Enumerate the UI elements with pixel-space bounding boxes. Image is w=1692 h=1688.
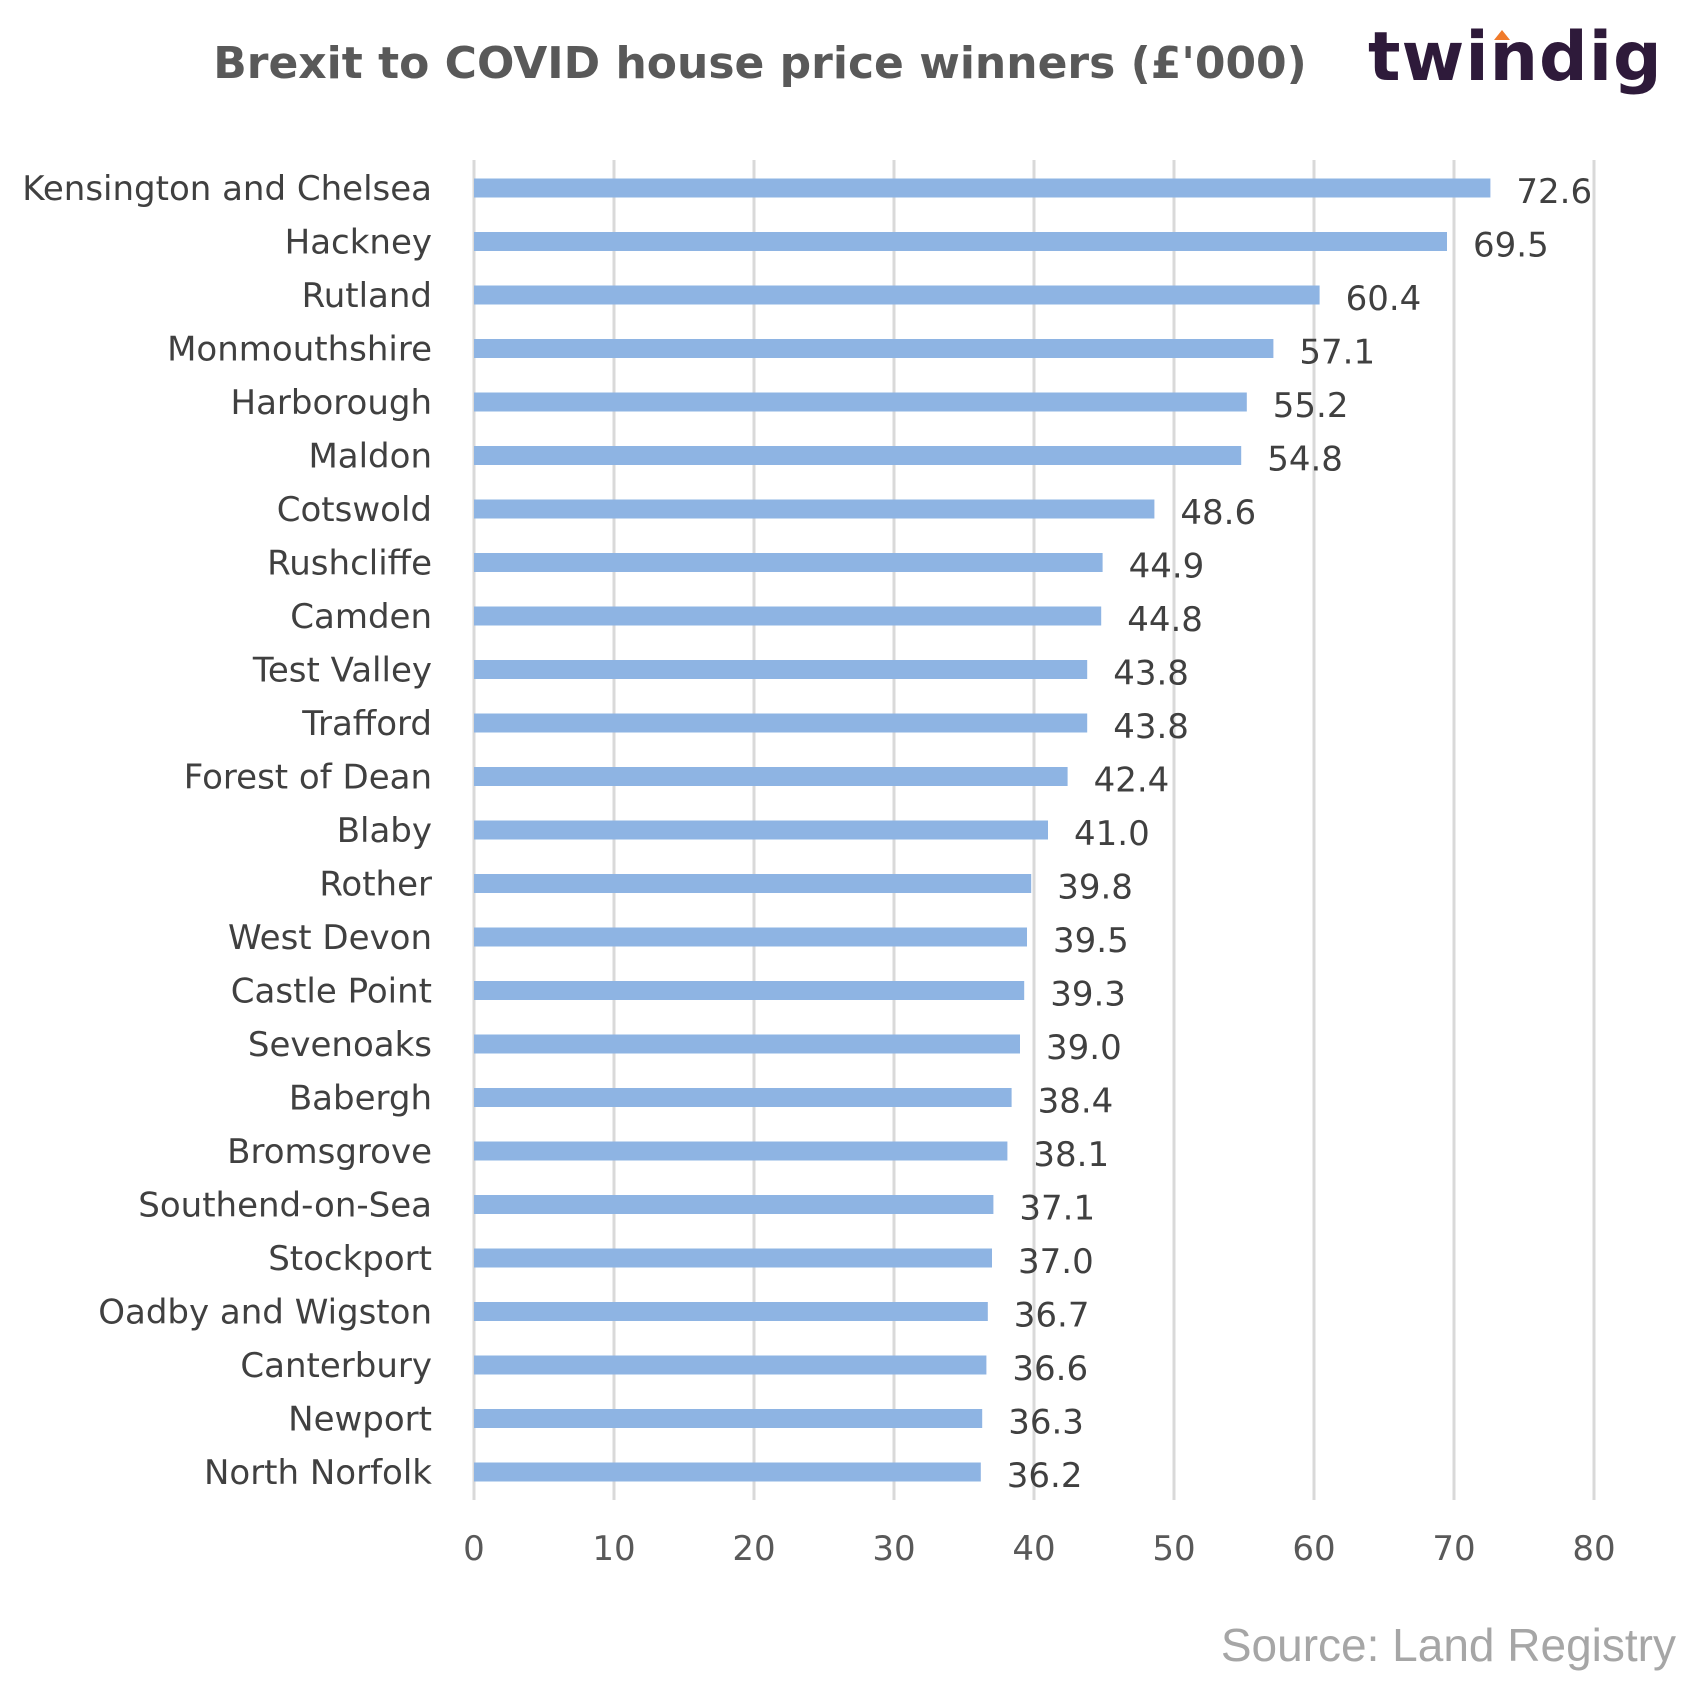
bar [474, 1195, 994, 1214]
category-label: Oadby and Wigston [98, 1293, 432, 1333]
bar [474, 553, 1103, 572]
x-axis-ticks: 0 10 20 30 40 50 60 70 80 [463, 1529, 1615, 1569]
bar [474, 1302, 988, 1321]
value-label: 55.2 [1273, 386, 1349, 426]
category-label: Rushcliffe [267, 544, 432, 584]
x-tick-label: 30 [872, 1529, 915, 1569]
bar [474, 713, 1088, 733]
value-label: 42.4 [1094, 761, 1170, 801]
category-label: Harborough [231, 383, 432, 423]
category-label: Sevenoaks [248, 1025, 432, 1065]
category-label: Kensington and Chelsea [22, 169, 432, 209]
value-label: 60.4 [1346, 279, 1422, 319]
value-label: 36.2 [1007, 1456, 1083, 1496]
bar [474, 981, 1025, 1000]
value-labels: 72.6 69.5 60.4 57.1 55.2 54.8 48.6 44.9 44.8 43.8… [1007, 172, 1592, 1496]
value-label: 44.8 [1127, 600, 1203, 640]
x-tick-label: 60 [1292, 1529, 1335, 1569]
category-label: Canterbury [240, 1346, 432, 1386]
category-label: Maldon [308, 437, 432, 477]
x-tick-label: 20 [732, 1529, 775, 1569]
bar [474, 820, 1048, 840]
x-tick-label: 40 [1012, 1529, 1055, 1569]
category-label: Castle Point [231, 972, 432, 1012]
value-label: 36.3 [1008, 1403, 1084, 1443]
value-label: 69.5 [1473, 226, 1549, 266]
category-label: Camden [290, 597, 432, 637]
category-label: Forest of Dean [184, 758, 432, 798]
category-label: Babergh [289, 1079, 432, 1119]
category-label: Trafford [301, 704, 432, 744]
category-label: Southend-on-Sea [138, 1186, 432, 1226]
bar [474, 1141, 1008, 1161]
chart-title: Brexit to COVID house price winners (£'0… [213, 38, 1307, 89]
x-tick-label: 50 [1152, 1529, 1195, 1569]
value-label: 43.8 [1113, 707, 1189, 747]
category-label: Blaby [337, 811, 432, 851]
value-label: 39.5 [1053, 921, 1129, 961]
value-label: 44.9 [1129, 547, 1205, 587]
category-labels: Kensington and Chelsea Hackney Rutland Monm… [22, 169, 432, 1493]
bar [474, 392, 1247, 412]
bar [474, 874, 1032, 893]
value-label: 39.3 [1050, 975, 1126, 1015]
category-label: West Devon [228, 918, 432, 958]
bar [474, 1355, 987, 1375]
category-label: Test Valley [252, 651, 432, 691]
value-label: 43.8 [1113, 654, 1189, 694]
value-label: 41.0 [1074, 814, 1150, 854]
bar [474, 1462, 981, 1482]
value-label: 36.6 [1012, 1349, 1088, 1389]
category-label: Hackney [285, 223, 432, 263]
category-label: North Norfolk [204, 1453, 432, 1493]
x-tick-label: 10 [592, 1529, 635, 1569]
value-label: 57.1 [1299, 333, 1375, 373]
bar [474, 1034, 1020, 1054]
value-label: 72.6 [1516, 172, 1592, 212]
value-label: 36.7 [1014, 1296, 1090, 1336]
brand-logo: twindig [1368, 18, 1663, 97]
bar [474, 232, 1447, 251]
bar [474, 1409, 983, 1428]
bar [474, 767, 1068, 786]
value-label: 37.0 [1018, 1242, 1094, 1282]
bar [474, 178, 1491, 198]
value-label: 39.8 [1057, 868, 1133, 908]
category-label: Rutland [302, 276, 432, 316]
bar [474, 446, 1242, 465]
x-tick-label: 80 [1572, 1529, 1615, 1569]
value-label: 54.8 [1267, 440, 1343, 480]
value-label: 38.1 [1033, 1135, 1109, 1175]
category-label: Bromsgrove [227, 1132, 432, 1172]
category-label: Monmouthshire [167, 330, 432, 370]
value-label: 37.1 [1019, 1189, 1095, 1229]
bar [474, 1088, 1012, 1107]
x-tick-label: 0 [463, 1529, 485, 1569]
category-label: Newport [288, 1400, 432, 1440]
bar [474, 339, 1274, 358]
bar [474, 499, 1155, 519]
value-label: 39.0 [1046, 1028, 1122, 1068]
value-label: 38.4 [1038, 1082, 1114, 1122]
bar [474, 606, 1102, 626]
brand-accent-icon [1494, 30, 1510, 40]
bar [474, 285, 1320, 305]
bar [474, 660, 1088, 679]
value-label: 48.6 [1180, 493, 1256, 533]
bar [474, 1248, 992, 1268]
source-note: Source: Land Registry [1220, 1619, 1676, 1671]
category-label: Stockport [268, 1239, 432, 1279]
bar [474, 927, 1027, 947]
x-tick-label: 70 [1432, 1529, 1475, 1569]
category-label: Cotswold [277, 490, 432, 530]
category-label: Rother [319, 865, 432, 905]
bars [474, 178, 1491, 1482]
